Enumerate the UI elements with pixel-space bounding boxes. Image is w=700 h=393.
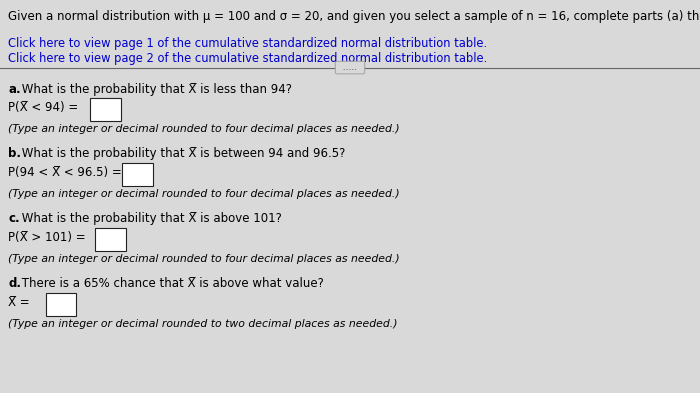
Text: (Type an integer or decimal rounded to four decimal places as needed.): (Type an integer or decimal rounded to f… — [8, 124, 400, 134]
Text: b.: b. — [8, 147, 22, 160]
FancyBboxPatch shape — [90, 98, 121, 121]
Text: (Type an integer or decimal rounded to four decimal places as needed.): (Type an integer or decimal rounded to f… — [8, 254, 400, 264]
FancyBboxPatch shape — [95, 228, 126, 251]
Text: Click here to view page 2 of the cumulative standardized normal distribution tab: Click here to view page 2 of the cumulat… — [8, 52, 488, 65]
Text: .....: ..... — [337, 63, 363, 72]
Text: Given a normal distribution with μ = 100 and σ = 20, and given you select a samp: Given a normal distribution with μ = 100… — [8, 10, 700, 23]
Text: (Type an integer or decimal rounded to two decimal places as needed.): (Type an integer or decimal rounded to t… — [8, 319, 398, 329]
Text: P(94 < X̅ < 96.5) =: P(94 < X̅ < 96.5) = — [8, 166, 122, 179]
Text: There is a 65% chance that X̅ is above what value?: There is a 65% chance that X̅ is above w… — [18, 277, 324, 290]
Text: a.: a. — [8, 83, 21, 95]
Text: (Type an integer or decimal rounded to four decimal places as needed.): (Type an integer or decimal rounded to f… — [8, 189, 400, 199]
Text: What is the probability that X̅ is less than 94?: What is the probability that X̅ is less … — [18, 83, 292, 95]
Text: Click here to view page 1 of the cumulative standardized normal distribution tab: Click here to view page 1 of the cumulat… — [8, 37, 487, 50]
Text: P(X̅ > 101) =: P(X̅ > 101) = — [8, 231, 86, 244]
Text: X̅ =: X̅ = — [8, 296, 30, 309]
FancyBboxPatch shape — [122, 163, 153, 186]
Text: c.: c. — [8, 212, 20, 225]
Text: What is the probability that X̅ is above 101?: What is the probability that X̅ is above… — [18, 212, 282, 225]
Text: d.: d. — [8, 277, 22, 290]
FancyBboxPatch shape — [46, 293, 76, 316]
Text: P(X̅ < 94) =: P(X̅ < 94) = — [8, 101, 78, 114]
Text: What is the probability that X̅ is between 94 and 96.5?: What is the probability that X̅ is betwe… — [18, 147, 345, 160]
